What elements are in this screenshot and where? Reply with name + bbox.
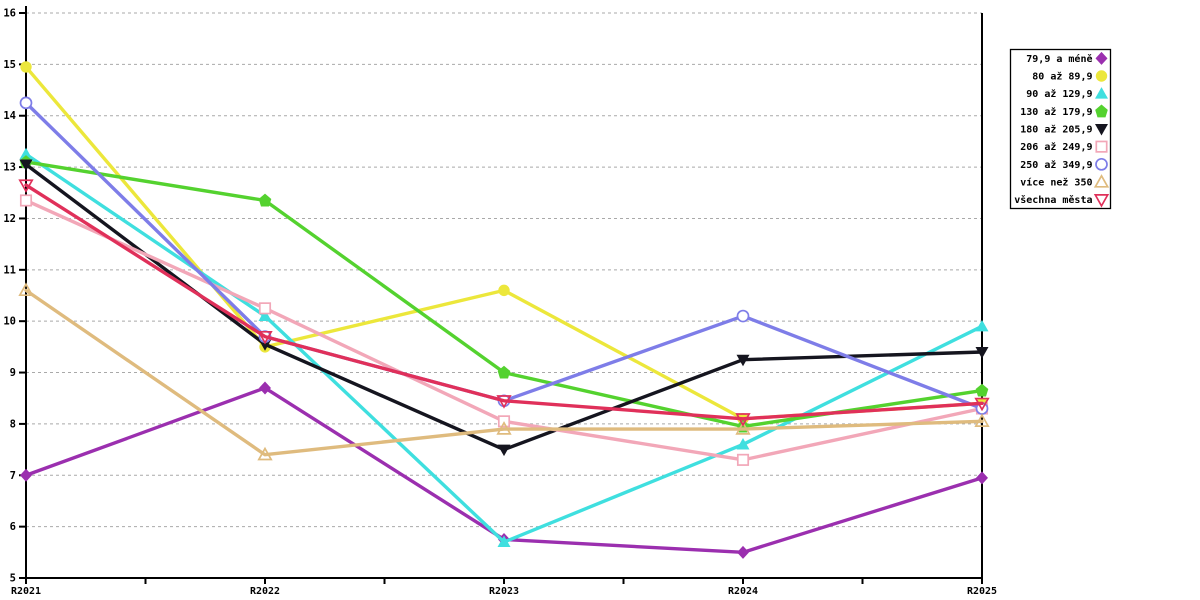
legend-marker (1095, 157, 1108, 171)
legend-item-label: 130 až 179,9 (1020, 106, 1092, 118)
series-line (24, 288, 984, 457)
data-point-marker (975, 319, 989, 332)
data-point-marker (259, 381, 271, 395)
data-point-marker (19, 159, 33, 172)
data-point-marker (258, 193, 272, 207)
data-point-marker (20, 61, 32, 73)
y-axis-label: 7 (10, 470, 16, 482)
y-axis-label: 14 (3, 110, 16, 122)
y-axis-label: 11 (3, 264, 16, 276)
y-axis-label: 13 (3, 162, 16, 174)
legend-marker (1093, 194, 1110, 208)
data-point-marker (496, 395, 512, 409)
legend-item-label: všechna města (1014, 194, 1092, 206)
data-point-marker (974, 413, 990, 427)
data-point-marker (19, 194, 33, 207)
data-point-marker (18, 179, 34, 193)
data-point-marker (258, 309, 272, 322)
legend-item-label: 79,9 a méně (1026, 53, 1092, 65)
y-axis-label: 9 (10, 367, 16, 379)
legend-marker (1095, 140, 1108, 153)
data-point-marker (498, 284, 510, 297)
legend-marker (1095, 124, 1108, 136)
x-axis-label: R2024 (728, 586, 758, 597)
legend-item-label: 80 až 89,9 (1032, 71, 1092, 83)
data-point-marker (976, 471, 988, 485)
legend-marker (1095, 87, 1108, 99)
y-axis-label: 5 (10, 573, 16, 585)
series-line (24, 183, 984, 421)
data-point-marker (19, 147, 33, 160)
data-point-marker (20, 468, 32, 482)
legend-item-label: 250 až 349,9 (1020, 159, 1092, 171)
y-axis-label: 16 (3, 8, 16, 20)
data-point-marker (975, 383, 989, 397)
legend-item-label: 180 až 205,9 (1020, 124, 1092, 136)
data-point-marker (496, 421, 512, 435)
data-point-marker (736, 309, 750, 323)
data-point-marker (257, 330, 273, 345)
data-point-marker (258, 302, 272, 315)
x-axis-label: R2022 (250, 586, 280, 597)
data-point-marker (497, 535, 511, 548)
legend-marker (1095, 104, 1108, 118)
data-point-marker (975, 347, 989, 359)
data-point-marker (497, 365, 511, 379)
x-axis-label: R2021 (11, 586, 41, 597)
series-line (24, 152, 984, 544)
x-axis-label: R2025 (967, 586, 997, 597)
data-point-marker (18, 282, 34, 297)
data-point-marker (736, 453, 750, 466)
data-point-marker (497, 444, 511, 457)
data-point-marker (258, 339, 272, 351)
y-axis-label: 15 (3, 59, 16, 71)
y-axis-label: 6 (10, 521, 16, 533)
data-point-marker (735, 413, 751, 427)
data-point-marker (257, 446, 273, 461)
legend-item-label: více než 350 (1020, 177, 1092, 189)
series-line (24, 101, 984, 411)
data-point-marker (736, 437, 750, 450)
y-axis-label: 12 (3, 213, 16, 225)
legend-marker (1095, 51, 1108, 65)
legend-box (1009, 48, 1112, 210)
y-axis-label: 10 (3, 316, 16, 328)
legend-item-label: 206 až 249,9 (1020, 141, 1092, 153)
data-point-marker (737, 545, 749, 559)
legend-item-label: 90 až 129,9 (1026, 88, 1092, 100)
legend-marker (1093, 174, 1110, 188)
legend-marker (1095, 70, 1108, 82)
x-axis-label: R2023 (489, 586, 519, 597)
data-point-marker (974, 397, 990, 412)
data-point-marker (736, 354, 750, 367)
data-point-marker (735, 421, 751, 435)
y-axis-label: 8 (10, 418, 16, 430)
data-point-marker (19, 96, 33, 110)
